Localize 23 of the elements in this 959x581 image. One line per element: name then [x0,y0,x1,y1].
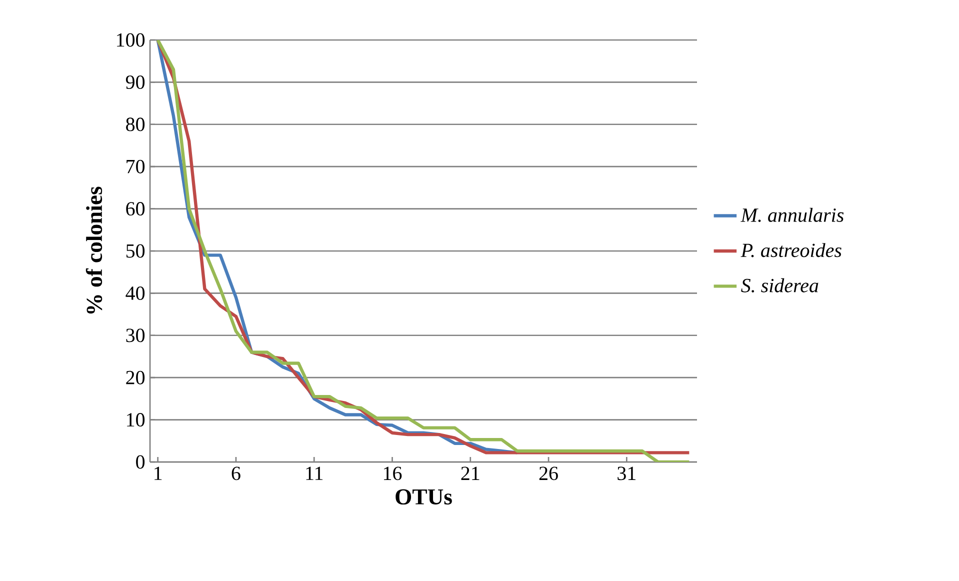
y-tick-label: 20 [126,370,145,384]
legend-label: S. siderea [741,278,818,292]
x-axis-title: OTUs [396,489,452,505]
x-tick-label: 16 [384,466,402,480]
y-tick-label: 100 [117,33,145,47]
y-tick-label: 70 [126,160,145,174]
y-tick-label: 60 [126,202,145,216]
y-tick-label: 90 [126,75,145,89]
x-tick-label: 21 [461,466,480,480]
y-tick-label: 30 [126,328,145,342]
x-tick-label: 11 [306,466,323,480]
x-tick-label: 26 [539,466,558,480]
y-tick-label: 10 [127,413,145,427]
y-axis-title: % of colonies [86,186,102,314]
y-tick-label: 40 [126,286,145,300]
y-tick-label: 80 [126,118,145,132]
legend-label: P. astreoides [740,243,842,258]
y-tick-label: 0 [136,455,145,469]
x-tick-label: 1 [154,466,162,480]
x-tick-label: 31 [618,466,636,480]
legend-label: M. annularis [740,208,844,222]
y-tick-label: 50 [126,244,145,258]
x-tick-label: 6 [232,466,240,480]
